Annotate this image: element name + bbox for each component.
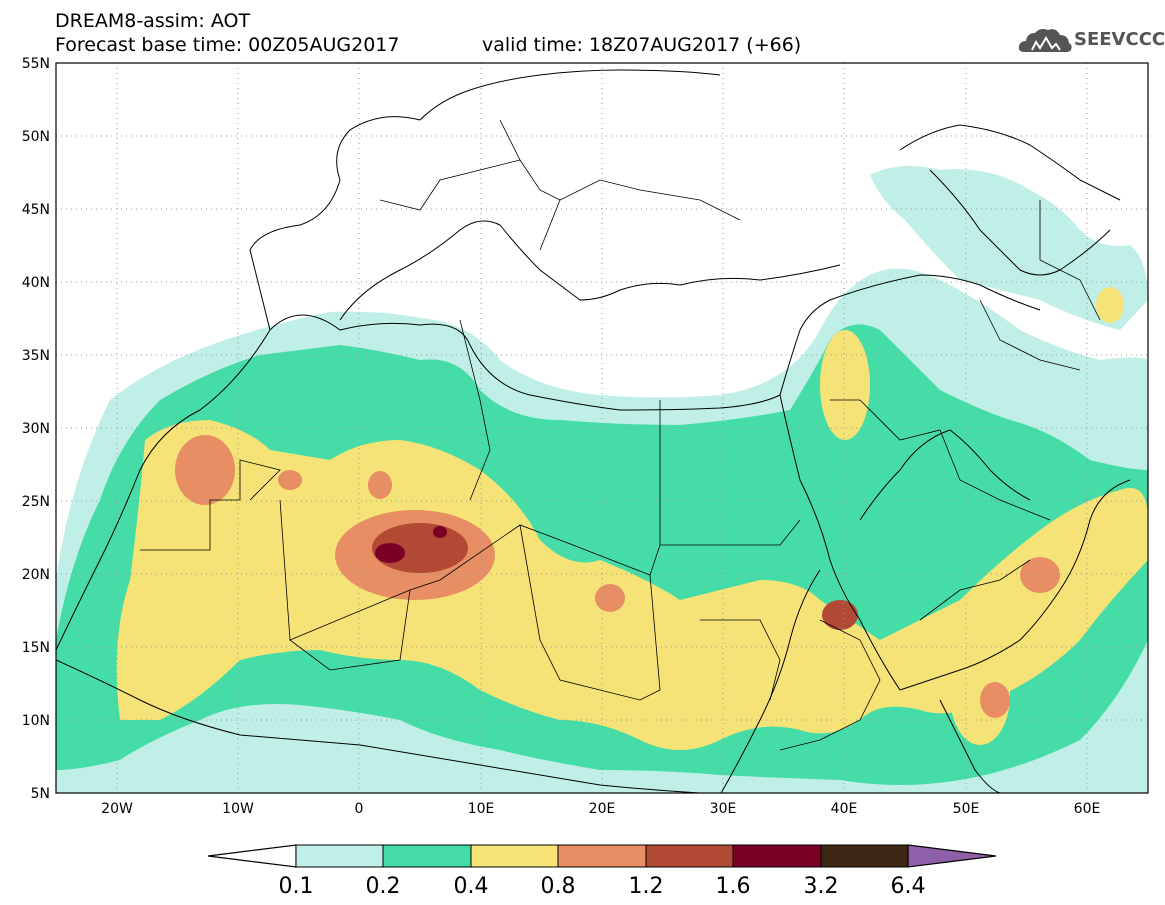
aot-band-0-1 xyxy=(870,166,1148,330)
coastlines xyxy=(56,69,1131,793)
lat-label: 40N xyxy=(22,275,50,291)
borders xyxy=(140,119,1101,751)
colorbar-low-arrow xyxy=(207,844,297,868)
aot-band-0-4 xyxy=(1096,287,1124,323)
aot-band-1-6 xyxy=(433,526,447,538)
aot-band-0-8 xyxy=(1020,557,1060,593)
lon-label: 20W xyxy=(101,801,133,817)
cloud-icon xyxy=(1018,29,1072,52)
seevccc-logo: SEEVCCC xyxy=(1018,24,1165,58)
longitude-axis: 20W 10W 0 10E 20E 30E 40E 50E 60E xyxy=(101,801,1100,817)
colorbar-label: 6.4 xyxy=(891,874,926,899)
lon-label: 0 xyxy=(355,801,364,817)
colorbar-label: 1.6 xyxy=(716,874,751,899)
lat-label: 5N xyxy=(31,786,50,802)
aot-map: 55N 50N 45N 40N 35N 30N 25N 20N 15N 10N … xyxy=(22,56,1149,817)
map-frame xyxy=(55,62,1149,794)
graticule xyxy=(56,63,1148,793)
colorbar-segment xyxy=(382,844,472,868)
colorbar-segment xyxy=(820,844,909,868)
colorbar-label: 0.4 xyxy=(454,874,489,899)
colorbar-high-arrow xyxy=(907,844,997,868)
forecast-base-time: Forecast base time: 00Z05AUG2017 xyxy=(55,34,400,56)
map-title: DREAM8-assim: AOT xyxy=(55,10,251,32)
valid-time: valid time: 18Z07AUG2017 (+66) xyxy=(482,34,802,56)
aot-band-0-4 xyxy=(116,420,1148,750)
colorbar-label: 0.1 xyxy=(279,874,314,899)
logo-text: SEEVCCC xyxy=(1074,29,1165,50)
lat-label: 55N xyxy=(22,56,50,72)
aot-band-0-8 xyxy=(368,471,392,499)
aot-band-1-2 xyxy=(822,600,858,630)
colorbar-segment xyxy=(557,844,647,868)
lat-label: 30N xyxy=(22,421,50,437)
colorbar-segment xyxy=(295,844,384,868)
lon-label: 10E xyxy=(468,801,495,817)
latitude-axis: 55N 50N 45N 40N 35N 30N 25N 20N 15N 10N … xyxy=(22,56,50,802)
aot-band-0-4 xyxy=(950,645,1010,745)
lat-label: 25N xyxy=(22,494,50,510)
lat-label: 50N xyxy=(22,129,50,145)
aot-band-0-4 xyxy=(820,330,870,440)
lon-label: 60E xyxy=(1074,801,1101,817)
aot-band-0-8 xyxy=(278,470,302,490)
lon-label: 50E xyxy=(953,801,980,817)
colorbar-segment xyxy=(732,844,822,868)
colorbar: 0.1 0.2 0.4 0.8 1.2 1.6 3.2 6.4 xyxy=(207,844,997,899)
colorbar-segment xyxy=(645,844,734,868)
colorbar-label: 1.2 xyxy=(629,874,664,899)
colorbar-segment xyxy=(470,844,559,868)
lon-label: 10W xyxy=(222,801,254,817)
colorbar-label: 3.2 xyxy=(804,874,839,899)
lat-label: 15N xyxy=(22,640,50,656)
colorbar-label: 0.8 xyxy=(541,874,576,899)
lon-label: 30E xyxy=(710,801,737,817)
aot-band-0-8 xyxy=(175,435,235,505)
lat-label: 10N xyxy=(22,713,50,729)
aot-band-0-8 xyxy=(595,584,625,612)
aot-band-0-8 xyxy=(980,682,1010,718)
lon-label: 40E xyxy=(831,801,858,817)
lat-label: 35N xyxy=(22,348,50,364)
lat-label: 20N xyxy=(22,567,50,583)
colorbar-label: 0.2 xyxy=(366,874,401,899)
aot-band-1-6 xyxy=(375,543,405,563)
lon-label: 20E xyxy=(589,801,616,817)
lat-label: 45N xyxy=(22,202,50,218)
